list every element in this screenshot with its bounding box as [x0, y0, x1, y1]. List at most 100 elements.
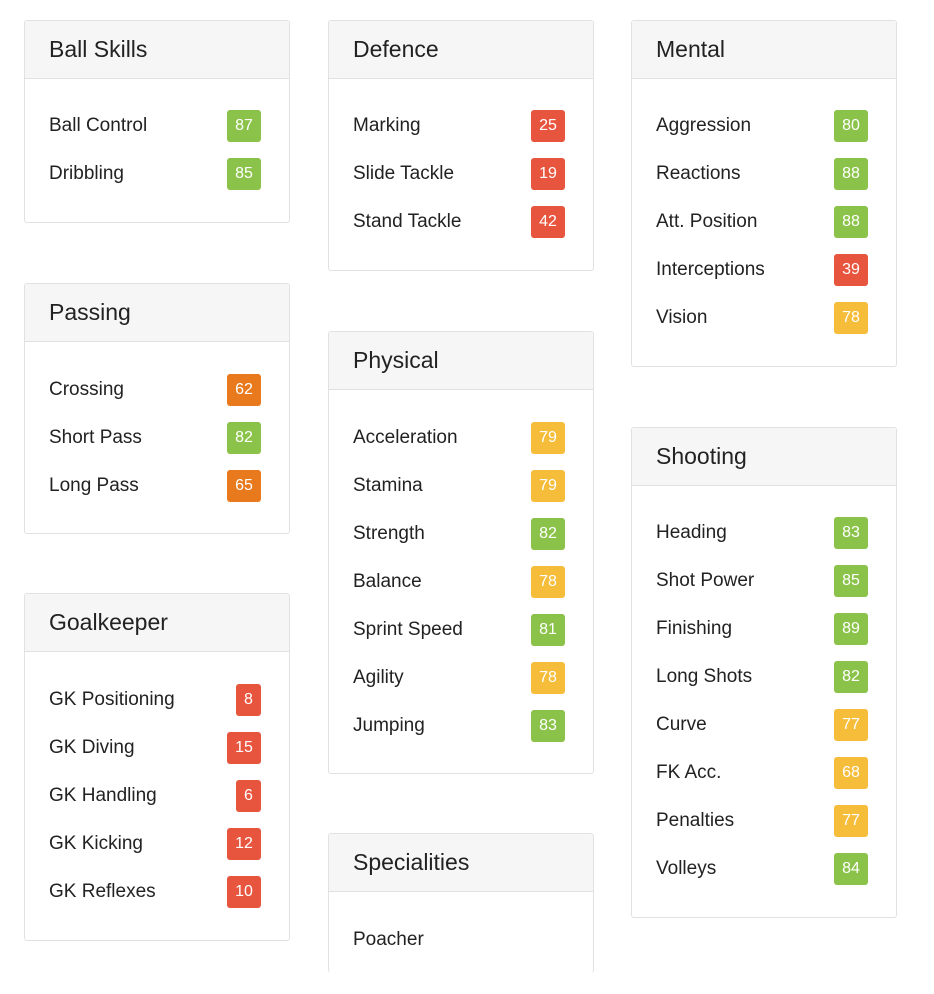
stat-label: Agility	[353, 667, 404, 688]
stat-badge: 79	[531, 422, 565, 454]
stat-badge: 8	[236, 684, 261, 716]
card-goalkeeper: Goalkeeper GK Positioning 8 GK Diving 15…	[24, 593, 290, 941]
stat-row-short-pass: Short Pass 82	[49, 414, 261, 462]
stat-badge: 65	[227, 470, 261, 502]
stat-label: GK Positioning	[49, 689, 175, 710]
stat-row-acceleration: Acceleration 79	[353, 414, 565, 462]
stat-label: Jumping	[353, 715, 425, 736]
stat-label: Slide Tackle	[353, 163, 455, 184]
stat-label: Reactions	[656, 163, 741, 184]
stat-badge: 25	[531, 110, 565, 142]
stat-label: Ball Control	[49, 115, 148, 136]
stat-label: Acceleration	[353, 427, 458, 448]
stat-label: Dribbling	[49, 163, 124, 184]
card-ball-skills: Ball Skills Ball Control 87 Dribbling 85	[24, 20, 290, 223]
stat-badge: 78	[531, 662, 565, 694]
stat-badge: 88	[834, 206, 868, 238]
stat-badge: 79	[531, 470, 565, 502]
card-title-passing: Passing	[25, 284, 289, 342]
stat-row-volleys: Volleys 84	[656, 845, 868, 893]
stat-label: Att. Position	[656, 211, 758, 232]
stat-label: Curve	[656, 714, 707, 735]
stat-badge: 83	[531, 710, 565, 742]
stat-label: Stamina	[353, 475, 423, 496]
card-physical: Physical Acceleration 79 Stamina 79 Stre…	[328, 331, 594, 774]
stat-badge: 62	[227, 374, 261, 406]
stat-row-agility: Agility 78	[353, 654, 565, 702]
stat-row-marking: Marking 25	[353, 102, 565, 150]
stat-row-long-pass: Long Pass 65	[49, 462, 261, 510]
stat-label: Strength	[353, 523, 425, 544]
stat-badge: 6	[236, 780, 261, 812]
card-title-mental: Mental	[632, 21, 896, 79]
stat-badge: 82	[834, 661, 868, 693]
stat-label: Volleys	[656, 858, 717, 879]
stat-row-jumping: Jumping 83	[353, 702, 565, 750]
stat-badge: 78	[531, 566, 565, 598]
stat-badge: 83	[834, 517, 868, 549]
stat-row-aggression: Aggression 80	[656, 102, 868, 150]
stat-label: GK Reflexes	[49, 881, 156, 902]
stat-badge: 42	[531, 206, 565, 238]
stat-badge: 77	[834, 709, 868, 741]
card-title-physical: Physical	[329, 332, 593, 390]
stat-label: GK Kicking	[49, 833, 143, 854]
stat-row-stamina: Stamina 79	[353, 462, 565, 510]
stat-badge: 15	[227, 732, 261, 764]
card-passing: Passing Crossing 62 Short Pass 82 Long P…	[24, 283, 290, 534]
stat-row-gk-reflexes: GK Reflexes 10	[49, 868, 261, 916]
stat-label: Long Pass	[49, 475, 139, 496]
stat-row-curve: Curve 77	[656, 701, 868, 749]
card-title-ball-skills: Ball Skills	[25, 21, 289, 79]
stat-label: Short Pass	[49, 427, 142, 448]
card-shooting: Shooting Heading 83 Shot Power 85 Finish…	[631, 427, 897, 918]
stat-row-stand-tackle: Stand Tackle 42	[353, 198, 565, 246]
stat-badge: 39	[834, 254, 868, 286]
stat-row-vision: Vision 78	[656, 294, 868, 342]
stat-label: Marking	[353, 115, 421, 136]
stat-badge: 88	[834, 158, 868, 190]
stat-label: GK Diving	[49, 737, 135, 758]
stat-badge: 81	[531, 614, 565, 646]
stat-badge: 10	[227, 876, 261, 908]
stat-row-strength: Strength 82	[353, 510, 565, 558]
stat-badge: 82	[531, 518, 565, 550]
stat-row-dribbling: Dribbling 85	[49, 150, 261, 198]
stat-badge: 84	[834, 853, 868, 885]
stat-label: GK Handling	[49, 785, 157, 806]
stat-row-att-position: Att. Position 88	[656, 198, 868, 246]
stat-label: Heading	[656, 522, 727, 543]
stat-badge: 68	[834, 757, 868, 789]
card-title-shooting: Shooting	[632, 428, 896, 486]
stat-label: Finishing	[656, 618, 733, 639]
stat-label: Stand Tackle	[353, 211, 462, 232]
stat-badge: 12	[227, 828, 261, 860]
stat-label: Vision	[656, 307, 708, 328]
stat-badge: 80	[834, 110, 868, 142]
stat-label: FK Acc.	[656, 762, 722, 783]
stat-label: Aggression	[656, 115, 752, 136]
stat-label: Penalties	[656, 810, 735, 831]
stat-row-sprint-speed: Sprint Speed 81	[353, 606, 565, 654]
stat-badge: 82	[227, 422, 261, 454]
stat-row-reactions: Reactions 88	[656, 150, 868, 198]
stat-row-balance: Balance 78	[353, 558, 565, 606]
stat-badge: 78	[834, 302, 868, 334]
stat-row-long-shots: Long Shots 82	[656, 653, 868, 701]
card-title-goalkeeper: Goalkeeper	[25, 594, 289, 652]
stat-label: Long Shots	[656, 666, 753, 687]
stat-row-ball-control: Ball Control 87	[49, 102, 261, 150]
stat-row-slide-tackle: Slide Tackle 19	[353, 150, 565, 198]
stat-row-heading: Heading 83	[656, 509, 868, 557]
stat-label: Shot Power	[656, 570, 755, 591]
stat-badge: 77	[834, 805, 868, 837]
stat-badge: 87	[227, 110, 261, 142]
stat-row-fk-acc: FK Acc. 68	[656, 749, 868, 797]
stat-label: Balance	[353, 571, 422, 592]
stat-row-gk-diving: GK Diving 15	[49, 724, 261, 772]
stat-label: Crossing	[49, 379, 124, 400]
speciality-label: Poacher	[353, 929, 424, 950]
stat-row-penalties: Penalties 77	[656, 797, 868, 845]
stat-badge: 85	[834, 565, 868, 597]
card-specialities: Specialities Poacher	[328, 833, 594, 973]
